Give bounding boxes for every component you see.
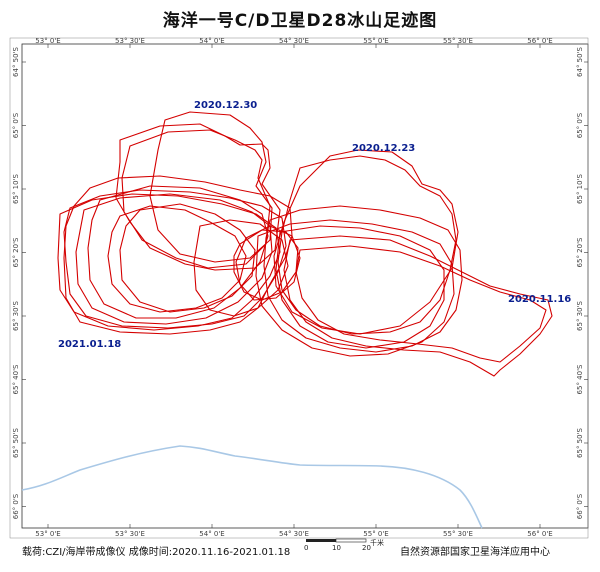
longitude-tick-label: 55° 30'E <box>443 37 473 45</box>
track-outline <box>235 225 301 301</box>
footer-payload-info: 载荷:CZI/海岸带成像仪 成像时间:2020.11.16-2021.01.18 <box>22 547 291 558</box>
track-outline <box>277 155 457 335</box>
coastline <box>21 445 483 529</box>
latitude-tick-label: 65° 0'S <box>12 112 20 138</box>
track-outline <box>119 203 256 313</box>
latitude-ticks-left: 64° 50'S 65° 0'S 65° 10'S 65° 20'S 65° 30'S 6… <box>12 46 26 519</box>
latitude-tick-label: 64° 50'S <box>576 46 584 76</box>
latitude-tick-label: 65° 20'S <box>12 237 20 267</box>
longitude-tick-label: 55° 30'E <box>443 530 473 538</box>
track-outline <box>283 235 553 377</box>
track-outline <box>273 149 459 335</box>
iceberg-tracks <box>57 111 553 377</box>
footer-organization: 自然资源部国家卫星海洋应用中心 <box>400 547 550 558</box>
longitude-tick-label: 54° 0'E <box>199 37 224 45</box>
track-outline <box>255 219 455 357</box>
track-outline <box>263 205 463 353</box>
scale-label-0: 0 <box>304 544 308 552</box>
longitude-tick-label: 56° 0'E <box>527 530 552 538</box>
latitude-tick-label: 65° 50'S <box>576 427 584 457</box>
longitude-tick-label: 54° 30'E <box>279 37 309 45</box>
latitude-ticks-right: 64° 50'S 65° 0'S 65° 10'S 65° 20'S 65° 30'S 6… <box>576 46 588 519</box>
date-label-2020-12-23: 2020.12.23 <box>352 143 415 154</box>
latitude-tick-label: 65° 30'S <box>12 300 20 330</box>
outer-border <box>9 37 589 539</box>
scale-segment <box>306 539 336 542</box>
scale-label-20: 20 <box>362 544 371 552</box>
latitude-tick-label: 65° 30'S <box>576 300 584 330</box>
track-outline <box>75 193 273 325</box>
longitude-ticks-bottom: 53° 0'E 53° 30'E 54° 0'E 54° 30'E 55° 0'E 55°… <box>35 524 553 538</box>
latitude-tick-label: 66° 0'S <box>12 493 20 519</box>
track-outline <box>57 193 281 331</box>
date-label-2020-11-16: 2020.11.16 <box>508 294 571 305</box>
latitude-tick-label: 66° 0'S <box>576 493 584 519</box>
longitude-tick-label: 56° 0'E <box>527 37 552 45</box>
latitude-tick-label: 65° 50'S <box>12 427 20 457</box>
track-outline <box>63 189 287 329</box>
latitude-tick-label: 65° 20'S <box>576 237 584 267</box>
date-label-2020-12-30: 2020.12.30 <box>194 100 257 111</box>
latitude-tick-label: 65° 40'S <box>576 364 584 394</box>
track-outline <box>107 205 247 313</box>
longitude-tick-label: 53° 30'E <box>115 37 145 45</box>
track-outline <box>295 245 547 363</box>
longitude-tick-label: 53° 0'E <box>35 37 60 45</box>
map-frame <box>21 43 589 529</box>
latitude-tick-label: 65° 40'S <box>12 364 20 394</box>
longitude-tick-label: 54° 30'E <box>279 530 309 538</box>
longitude-ticks-top: 53° 0'E 53° 30'E 54° 0'E 54° 30'E 55° 0'E 55°… <box>35 37 553 48</box>
longitude-tick-label: 53° 0'E <box>35 530 60 538</box>
latitude-tick-label: 65° 0'S <box>576 112 584 138</box>
longitude-tick-label: 53° 30'E <box>115 530 145 538</box>
longitude-tick-label: 55° 0'E <box>363 37 388 45</box>
longitude-tick-label: 55° 0'E <box>363 530 388 538</box>
date-label-2021-01-18: 2021.01.18 <box>58 339 121 350</box>
scale-label-10: 10 <box>332 544 341 552</box>
scale-segment <box>335 538 367 543</box>
longitude-tick-label: 54° 0'E <box>199 530 224 538</box>
latitude-tick-label: 64° 50'S <box>12 46 20 76</box>
scale-unit: 千米 <box>370 538 384 547</box>
scale-bar: 0 10 20 千米 <box>304 538 384 552</box>
latitude-tick-label: 65° 10'S <box>12 173 20 203</box>
latitude-tick-label: 65° 10'S <box>576 173 584 203</box>
track-outline <box>275 225 445 349</box>
map-title: 海洋一号C/D卫星D28冰山足迹图 <box>162 11 438 31</box>
